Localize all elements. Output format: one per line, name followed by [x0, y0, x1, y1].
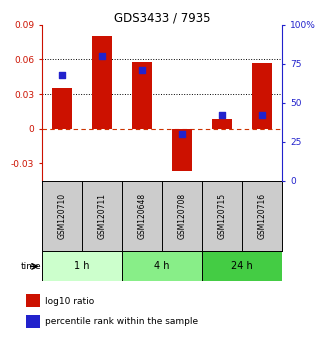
Point: [220, 112, 225, 118]
Bar: [252, 63, 273, 129]
Bar: [212, 119, 232, 129]
Bar: [26, 315, 40, 328]
Point: [140, 67, 145, 73]
Bar: [172, 129, 192, 171]
Bar: [26, 295, 40, 307]
Text: log10 ratio: log10 ratio: [45, 297, 94, 306]
Text: GSM120711: GSM120711: [97, 193, 107, 239]
Bar: [52, 88, 72, 129]
Bar: [132, 62, 152, 129]
Text: percentile rank within the sample: percentile rank within the sample: [45, 318, 198, 326]
Text: time: time: [21, 262, 42, 271]
Point: [260, 112, 265, 118]
Point: [100, 53, 105, 59]
Text: 24 h: 24 h: [231, 261, 253, 272]
Bar: [42, 251, 122, 281]
Title: GDS3433 / 7935: GDS3433 / 7935: [114, 12, 210, 25]
Bar: [202, 251, 282, 281]
Text: GSM120716: GSM120716: [258, 193, 267, 239]
Text: GSM120710: GSM120710: [57, 193, 66, 239]
Point: [180, 131, 185, 137]
Bar: [92, 36, 112, 129]
Bar: [122, 251, 202, 281]
Text: 1 h: 1 h: [74, 261, 90, 272]
Text: GSM120715: GSM120715: [218, 193, 227, 239]
Text: GSM120648: GSM120648: [137, 193, 147, 239]
Text: GSM120708: GSM120708: [178, 193, 187, 239]
Text: 4 h: 4 h: [154, 261, 170, 272]
Point: [59, 72, 64, 78]
